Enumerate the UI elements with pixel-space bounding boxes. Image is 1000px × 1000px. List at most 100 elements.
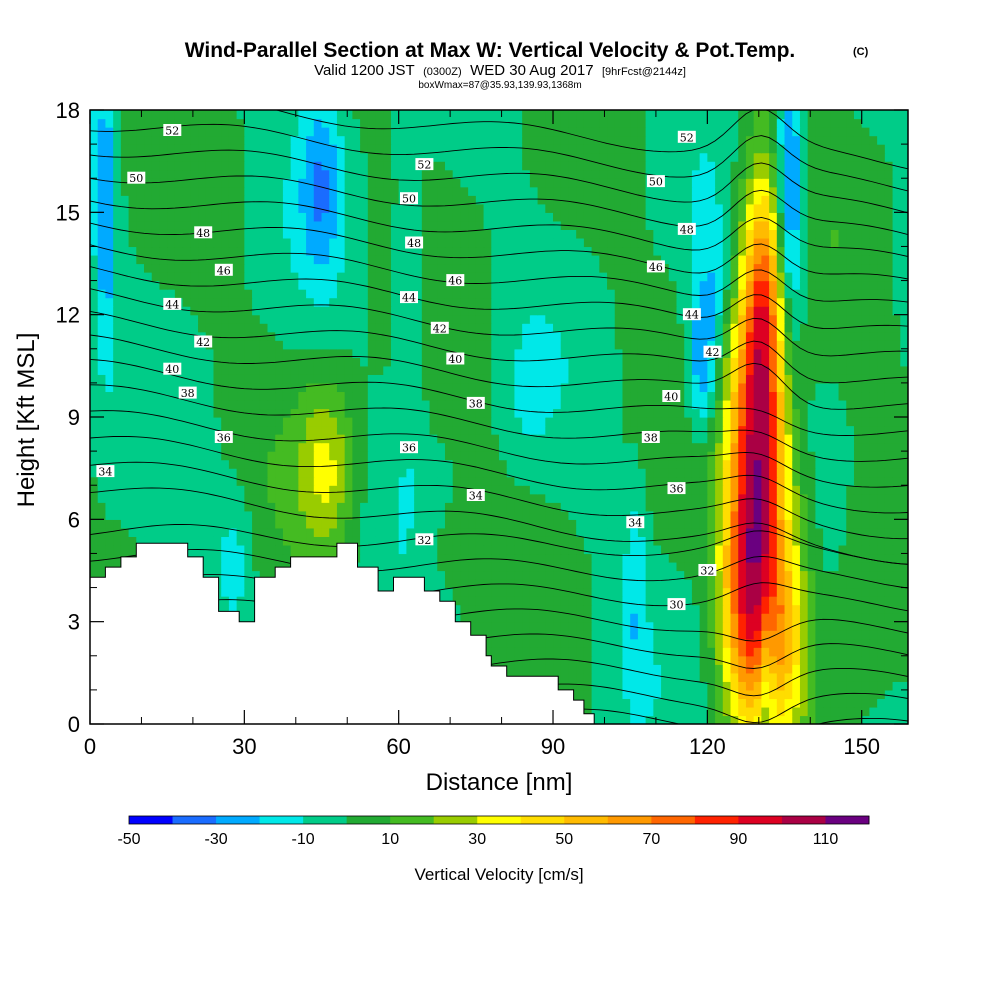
- velocity-cell: [869, 485, 878, 495]
- velocity-cell: [244, 365, 253, 375]
- velocity-cell: [244, 570, 253, 580]
- velocity-cell: [684, 579, 693, 589]
- velocity-cell: [468, 434, 477, 444]
- velocity-cell: [406, 331, 415, 341]
- velocity-cell: [568, 468, 577, 478]
- velocity-cell: [306, 476, 315, 486]
- velocity-cell: [846, 374, 855, 384]
- velocity-cell: [113, 502, 122, 512]
- velocity-cell: [483, 570, 492, 580]
- velocity-cell: [568, 459, 577, 469]
- velocity-cell: [444, 451, 454, 461]
- velocity-cell: [607, 561, 616, 572]
- velocity-cell: [545, 417, 554, 427]
- velocity-cell: [390, 382, 400, 393]
- velocity-cell: [452, 510, 462, 520]
- velocity-cell: [468, 510, 477, 520]
- velocity-cell: [313, 365, 323, 375]
- velocity-cell: [792, 476, 801, 486]
- velocity-cell: [892, 459, 901, 469]
- velocity-cell: [414, 425, 423, 435]
- velocity-cell: [244, 493, 253, 503]
- velocity-cell: [869, 451, 878, 461]
- velocity-cell: [406, 468, 415, 478]
- velocity-cell: [553, 391, 562, 401]
- velocity-cell: [884, 681, 894, 691]
- velocity-cell: [884, 596, 894, 606]
- velocity-cell: [568, 561, 577, 572]
- velocity-cell: [637, 374, 647, 384]
- velocity-cell: [313, 323, 323, 333]
- velocity-cell: [244, 417, 253, 427]
- velocity-cell: [653, 331, 662, 341]
- velocity-cell: [684, 442, 693, 452]
- velocity-cell: [167, 340, 176, 350]
- velocity-cell: [884, 502, 894, 512]
- velocity-cell: [560, 382, 570, 393]
- velocity-cell: [259, 408, 269, 418]
- velocity-cell: [884, 561, 894, 572]
- velocity-cell: [583, 425, 593, 435]
- velocity-cell: [483, 485, 492, 495]
- velocity-cell: [676, 451, 685, 461]
- velocity-cell: [290, 323, 299, 333]
- velocity-cell: [761, 399, 770, 410]
- velocity-cell: [630, 442, 639, 452]
- velocity-cell: [275, 485, 284, 495]
- velocity-cell: [722, 365, 732, 375]
- velocity-cell: [514, 519, 523, 529]
- velocity-cell: [653, 493, 662, 503]
- velocity-cell: [421, 374, 431, 384]
- velocity-cell: [444, 510, 454, 520]
- velocity-cell: [745, 408, 755, 418]
- velocity-cell: [298, 493, 307, 503]
- velocity-cell: [738, 698, 747, 708]
- velocity-cell: [730, 672, 739, 682]
- velocity-cell: [614, 689, 624, 700]
- velocity-cell: [375, 570, 384, 580]
- velocity-cell: [645, 664, 654, 674]
- velocity-cell: [738, 348, 747, 358]
- velocity-cell: [506, 331, 516, 341]
- velocity-cell: [684, 689, 693, 700]
- velocity-cell: [568, 323, 577, 333]
- velocity-cell: [491, 553, 500, 563]
- velocity-cell: [298, 340, 307, 350]
- velocity-cell: [275, 417, 284, 427]
- velocity-cell: [745, 510, 755, 520]
- velocity-cell: [360, 510, 369, 520]
- velocity-cell: [444, 459, 454, 469]
- velocity-cell: [684, 604, 693, 614]
- velocity-cell: [738, 681, 747, 691]
- velocity-cell: [830, 442, 840, 452]
- velocity-cell: [745, 493, 755, 503]
- velocity-cell: [252, 536, 261, 546]
- velocity-cell: [707, 391, 716, 401]
- velocity-cell: [120, 485, 130, 495]
- velocity-cell: [830, 485, 840, 495]
- velocity-cell: [522, 527, 531, 537]
- velocity-cell: [344, 527, 353, 537]
- velocity-cell: [653, 604, 662, 614]
- velocity-cell: [838, 544, 847, 555]
- velocity-cell: [444, 323, 454, 333]
- velocity-cell: [205, 365, 215, 375]
- velocity-cell: [853, 638, 863, 648]
- velocity-cell: [753, 604, 762, 614]
- velocity-cell: [182, 527, 191, 537]
- velocity-cell: [329, 442, 338, 452]
- velocity-cell: [313, 510, 323, 520]
- velocity-cell: [313, 348, 323, 358]
- velocity-cell: [892, 502, 901, 512]
- velocity-cell: [607, 570, 616, 580]
- velocity-cell: [838, 527, 847, 537]
- velocity-cell: [120, 417, 130, 427]
- velocity-cell: [869, 715, 878, 724]
- velocity-cell: [838, 357, 847, 367]
- velocity-cell: [630, 587, 639, 597]
- velocity-cell: [205, 502, 215, 512]
- velocity-cell: [236, 468, 245, 478]
- velocity-cell: [776, 382, 786, 393]
- velocity-cell: [892, 442, 901, 452]
- velocity-cell: [298, 527, 307, 537]
